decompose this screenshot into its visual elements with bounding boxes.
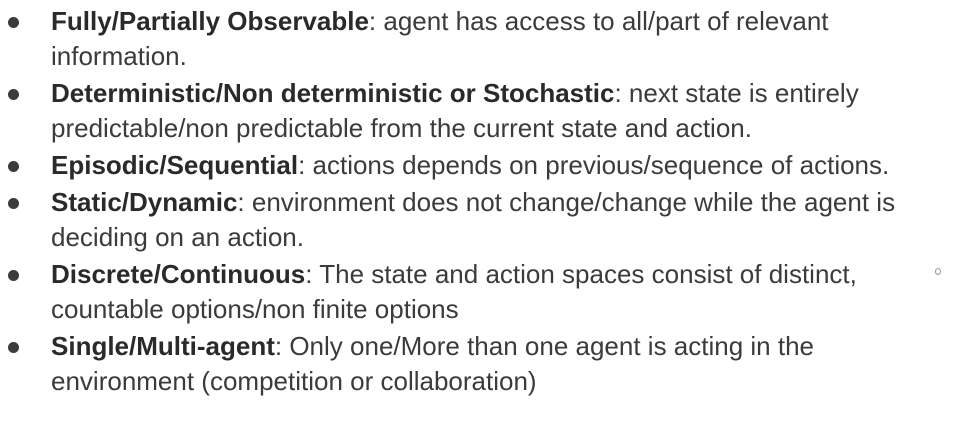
list-item: Discrete/Continuous: The state and actio… <box>0 257 964 327</box>
list-item: Fully/Partially Observable: agent has ac… <box>0 4 964 74</box>
bullet-icon <box>8 17 19 28</box>
item-description: : next state is entirely predictable/non… <box>51 78 859 143</box>
item-term: Deterministic/Non deterministic or Stoch… <box>51 78 615 108</box>
degree-mark-icon <box>935 268 941 275</box>
item-description: : Only one/More than one agent is acting… <box>51 331 815 396</box>
list-item: Episodic/Sequential: actions depends on … <box>0 148 964 183</box>
item-term: Fully/Partially Observable <box>51 6 369 36</box>
list-item: Single/Multi-agent: Only one/More than o… <box>0 329 964 399</box>
item-term: Discrete/Continuous <box>51 259 306 289</box>
bullet-icon <box>8 198 19 209</box>
environment-properties-list: Fully/Partially Observable: agent has ac… <box>0 4 964 399</box>
list-item: Deterministic/Non deterministic or Stoch… <box>0 76 964 146</box>
item-term: Static/Dynamic <box>51 187 238 217</box>
bullet-icon <box>8 161 19 172</box>
item-description: : actions depends on previous/sequence o… <box>298 150 890 180</box>
bullet-icon <box>8 270 19 281</box>
item-term: Episodic/Sequential <box>51 150 299 180</box>
list-item: Static/Dynamic: environment does not cha… <box>0 185 964 255</box>
item-term: Single/Multi-agent <box>51 331 275 361</box>
bullet-icon <box>8 89 19 100</box>
item-description: : The state and action spaces consist of… <box>51 259 857 324</box>
item-description: : agent has access to all/part of releva… <box>51 6 829 71</box>
bullet-icon <box>8 342 19 353</box>
item-description: : environment does not change/change whi… <box>51 187 896 252</box>
